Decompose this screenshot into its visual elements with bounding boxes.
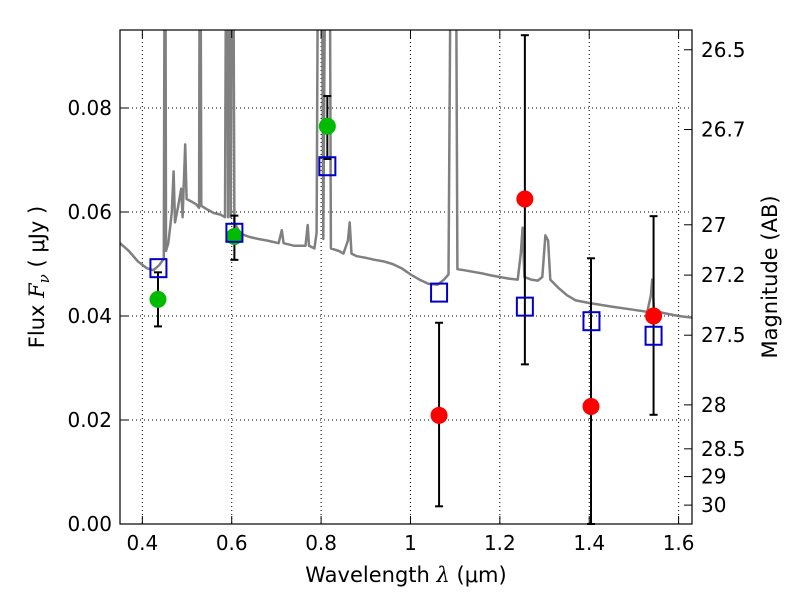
model-photometry-square	[225, 222, 244, 243]
x-axis-label: Wavelength λ (μm)	[305, 563, 506, 587]
nondetection-point	[582, 397, 600, 415]
detection-point	[318, 117, 336, 135]
data-points	[149, 117, 663, 424]
y2-tick-label: 30	[701, 493, 726, 517]
y-axis-ticks: 0.00 0.02 0.04 0.06 0.08	[67, 96, 128, 536]
model-photometry-square	[644, 325, 663, 346]
y-tick-label: 0.08	[67, 96, 112, 120]
x-tick-label: 1	[404, 531, 417, 555]
detection-point	[149, 290, 167, 308]
model-photometry-square	[149, 258, 168, 279]
y-tick-label: 0.02	[67, 408, 112, 432]
model-photometry-square	[430, 282, 449, 303]
x-tick-label: 1.6	[663, 531, 695, 555]
x-axis-ticks: 0.4 0.6 0.8 1 1.2 1.4 1.6	[126, 30, 695, 555]
x-tick-label: 0.4	[126, 531, 158, 555]
y2-tick-label: 26.5	[701, 38, 746, 62]
y2-axis-label: Magnitude (AB)	[758, 195, 782, 358]
y-tick-label: 0.00	[67, 512, 112, 536]
y2-tick-label: 27.2	[701, 263, 746, 287]
model-photometry-points	[149, 156, 663, 346]
y2-tick-label: 29	[701, 465, 726, 489]
plot-frame	[119, 29, 693, 525]
y2-tick-label: 27.5	[701, 323, 746, 347]
x-tick-label: 1.2	[484, 531, 516, 555]
y2-tick-label: 28.5	[701, 437, 746, 461]
y2-tick-label: 27	[701, 213, 726, 237]
x-tick-label: 0.6	[216, 531, 248, 555]
x-tick-label: 1.4	[573, 531, 605, 555]
nondetection-point	[645, 307, 663, 325]
x-tick-label: 0.8	[305, 531, 337, 555]
y-axis-label: Flux Fν ( μJy )	[25, 206, 53, 348]
grid-lines	[120, 30, 692, 525]
model-spectrum-line	[120, 30, 692, 319]
y-tick-label: 0.06	[67, 200, 112, 224]
model-photometry-square	[515, 296, 534, 317]
model-spectrum-layer	[120, 30, 692, 319]
model-photometry-square	[318, 156, 337, 177]
model-photometry-square	[582, 311, 601, 332]
y2-tick-label: 28	[701, 393, 726, 417]
nondetection-point	[430, 406, 448, 424]
y2-axis-ticks: 26.5 26.7 27 27.2 27.5 28 28.5 29 30	[684, 38, 746, 517]
y2-tick-label: 26.7	[701, 118, 746, 142]
y-tick-label: 0.04	[67, 304, 112, 328]
nondetection-point	[516, 190, 534, 208]
